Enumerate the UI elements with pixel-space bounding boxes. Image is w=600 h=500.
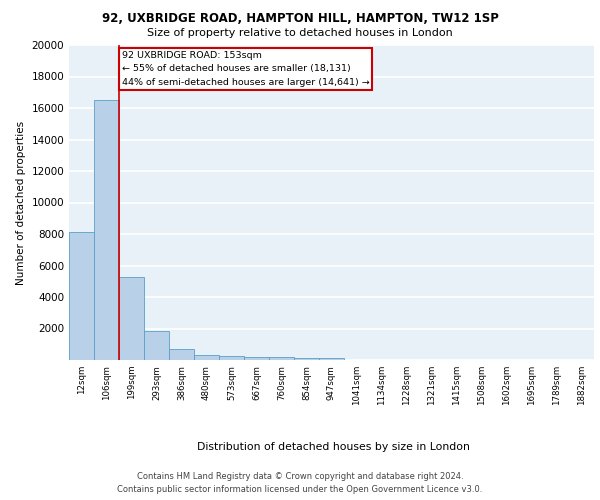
Bar bbox=[219, 356, 244, 360]
Bar bbox=[169, 349, 194, 360]
Bar bbox=[194, 356, 219, 360]
Bar bbox=[94, 100, 119, 360]
Y-axis label: Number of detached properties: Number of detached properties bbox=[16, 120, 26, 284]
Bar bbox=[69, 232, 94, 360]
Bar bbox=[269, 357, 294, 360]
Text: Contains public sector information licensed under the Open Government Licence v3: Contains public sector information licen… bbox=[118, 484, 482, 494]
Text: Distribution of detached houses by size in London: Distribution of detached houses by size … bbox=[197, 442, 469, 452]
Text: Contains HM Land Registry data © Crown copyright and database right 2024.: Contains HM Land Registry data © Crown c… bbox=[137, 472, 463, 481]
Text: Size of property relative to detached houses in London: Size of property relative to detached ho… bbox=[147, 28, 453, 38]
Bar bbox=[294, 358, 319, 360]
Bar bbox=[144, 331, 169, 360]
Text: 92, UXBRIDGE ROAD, HAMPTON HILL, HAMPTON, TW12 1SP: 92, UXBRIDGE ROAD, HAMPTON HILL, HAMPTON… bbox=[101, 12, 499, 26]
Bar bbox=[319, 358, 344, 360]
Text: 92 UXBRIDGE ROAD: 153sqm
← 55% of detached houses are smaller (18,131)
44% of se: 92 UXBRIDGE ROAD: 153sqm ← 55% of detach… bbox=[121, 52, 369, 86]
Bar bbox=[119, 276, 144, 360]
Bar bbox=[244, 356, 269, 360]
